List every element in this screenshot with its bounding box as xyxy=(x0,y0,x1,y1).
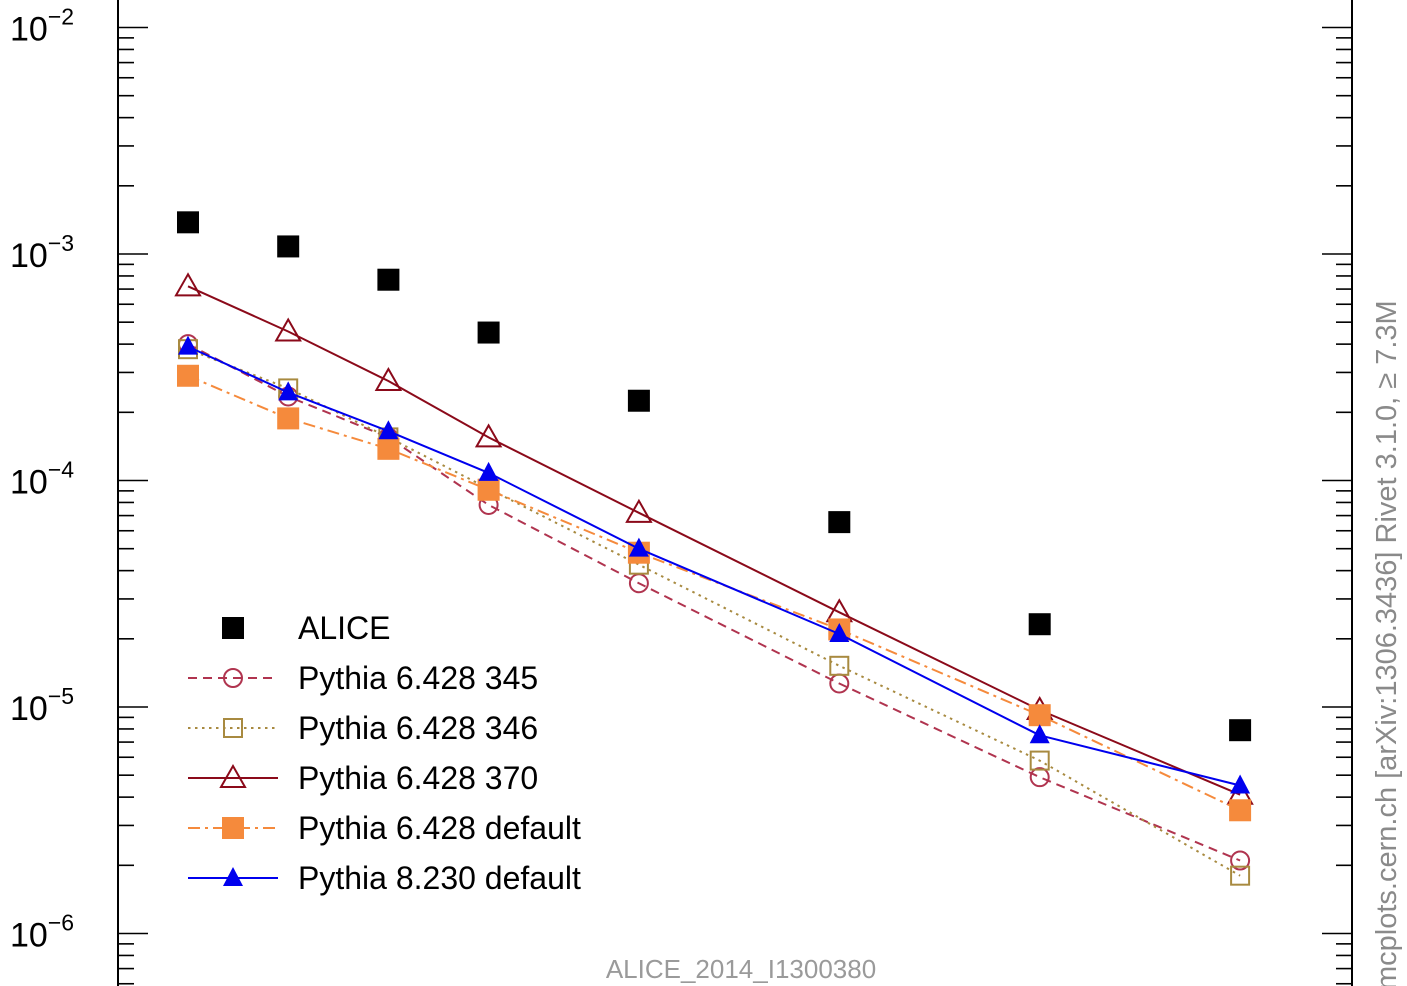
y-axis-tick-labels: 10−2 10−3 10−4 10−5 10−6 xyxy=(10,4,74,955)
data-point-pythia-6-428-default xyxy=(1229,799,1252,822)
rivet-version-label: mcplots.cern.ch [arXiv:1306.3436] Rivet … xyxy=(1371,300,1403,986)
data-series xyxy=(174,211,1254,886)
legend-label-pythia-6-428-346: Pythia 6.428 346 xyxy=(298,710,538,746)
data-point-pythia-6-428-370 xyxy=(825,598,854,623)
data-point-pythia-6-428-default xyxy=(177,364,199,387)
data-point-pythia-8-230-default xyxy=(1230,774,1251,794)
data-point-pythia-6-428-370 xyxy=(374,366,403,391)
legend-item-pythia-6-428-370: Pythia 6.428 370 xyxy=(188,760,538,796)
legend-label-pythia-8-230-default: Pythia 8.230 default xyxy=(298,860,581,896)
legend-marker-pythia-8-230-default xyxy=(223,867,243,886)
legend-item-pythia-6-428-default: Pythia 6.428 default xyxy=(188,810,581,846)
data-point-pythia-6-428-345 xyxy=(1029,767,1050,788)
data-point-pythia-6-428-346 xyxy=(1029,750,1050,771)
data-point-pythia-6-428-370 xyxy=(474,423,503,448)
legend-marker-pythia-6-428-370 xyxy=(219,763,247,788)
data-point-alice xyxy=(828,511,851,534)
legend-item-alice: ALICE xyxy=(222,610,390,646)
legend: ALICE Pythia 6.428 345 Pythia 6.428 346 Pyt… xyxy=(188,610,581,896)
y-tick-label: 10−2 xyxy=(10,4,74,49)
y-tick-label: 10−3 xyxy=(10,230,74,275)
data-point-alice xyxy=(277,235,300,258)
data-point-pythia-8-230-default xyxy=(178,335,198,355)
analysis-id-label: ALICE_2014_I1300380 xyxy=(606,954,876,984)
data-point-pythia-8-230-default xyxy=(278,381,299,401)
data-point-alice xyxy=(477,321,500,344)
data-point-pythia-6-428-346 xyxy=(1230,865,1251,886)
data-point-pythia-6-428-370 xyxy=(174,272,202,297)
data-point-pythia-6-428-default xyxy=(377,437,400,460)
series-pythia-8-230-default xyxy=(178,335,1251,794)
data-point-pythia-6-428-default xyxy=(277,407,300,430)
legend-item-pythia-6-428-345: Pythia 6.428 345 xyxy=(188,660,538,696)
data-point-alice xyxy=(1229,719,1252,742)
data-point-pythia-6-428-370 xyxy=(625,498,653,523)
data-point-alice xyxy=(177,211,199,234)
axes-frame xyxy=(117,0,1353,986)
series-pythia-6-428-370 xyxy=(174,272,1254,805)
series-line-pythia-6-428-345 xyxy=(187,343,1241,862)
series-line-pythia-8-230-default xyxy=(187,345,1241,787)
data-point-pythia-8-230-default xyxy=(378,420,399,440)
data-point-alice xyxy=(377,268,400,291)
legend-marker-alice xyxy=(222,617,244,639)
series-line-pythia-6-428-346 xyxy=(187,348,1241,877)
legend-marker-pythia-6-428-default xyxy=(222,817,244,839)
data-point-pythia-6-428-default xyxy=(1028,704,1051,727)
y-axis-ticks xyxy=(118,26,1352,985)
y-tick-label: 10−6 xyxy=(10,910,74,955)
y-tick-label: 10−4 xyxy=(10,457,74,502)
data-point-alice xyxy=(1028,613,1051,636)
legend-label-pythia-6-428-345: Pythia 6.428 345 xyxy=(298,660,538,696)
series-line-pythia-6-428-370 xyxy=(187,285,1241,796)
data-point-pythia-8-230-default xyxy=(1029,724,1050,744)
data-point-pythia-8-230-default xyxy=(628,537,649,557)
series-pythia-6-428-default xyxy=(177,364,1252,822)
data-point-pythia-6-428-370 xyxy=(274,317,302,342)
legend-label-alice: ALICE xyxy=(298,610,390,646)
legend-label-pythia-6-428-370: Pythia 6.428 370 xyxy=(298,760,538,796)
data-point-alice xyxy=(627,389,650,412)
data-point-pythia-8-230-default xyxy=(829,623,850,643)
data-point-pythia-6-428-345 xyxy=(1230,850,1251,871)
legend-marker-pythia-6-428-345 xyxy=(223,668,243,688)
legend-marker-pythia-6-428-346 xyxy=(223,718,243,738)
data-point-pythia-6-428-default xyxy=(477,478,500,501)
legend-item-pythia-8-230-default: Pythia 8.230 default xyxy=(188,860,581,896)
data-point-pythia-6-428-346 xyxy=(829,655,850,676)
y-tick-label: 10−5 xyxy=(10,683,74,728)
legend-label-pythia-6-428-default: Pythia 6.428 default xyxy=(298,810,581,846)
series-alice xyxy=(177,211,1252,742)
series-line-pythia-6-428-default xyxy=(187,374,1241,812)
data-point-pythia-8-230-default xyxy=(478,461,499,481)
legend-item-pythia-6-428-346: Pythia 6.428 346 xyxy=(188,710,538,746)
